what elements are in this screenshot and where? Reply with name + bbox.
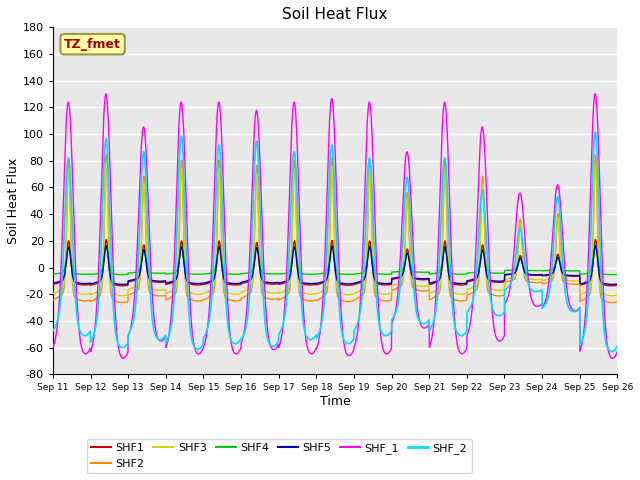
SHF_2 — [564, 301, 572, 307]
SHF5 — [564, 273, 572, 278]
SHF5 — [580, 280, 588, 286]
SHF2 — [580, 297, 588, 302]
SHF4 — [352, 271, 360, 277]
SHF1 — [364, 247, 372, 253]
SHF4 — [580, 271, 588, 277]
SHF2 — [500, 292, 508, 298]
SHF1 — [207, 279, 214, 285]
SHF1 — [580, 281, 588, 287]
SHF_2 — [207, 310, 214, 316]
Line: SHF2: SHF2 — [53, 155, 618, 302]
SHF2 — [102, 152, 110, 157]
SHF1 — [49, 282, 57, 288]
SHF_2 — [608, 349, 616, 355]
SHF3 — [118, 293, 126, 299]
SHF3 — [49, 290, 57, 296]
SHF_2 — [364, 172, 371, 178]
SHF5 — [118, 282, 126, 288]
SHF2 — [564, 281, 572, 287]
SHF2 — [49, 297, 57, 303]
SHF2 — [352, 296, 360, 302]
SHF4 — [102, 242, 110, 248]
Line: SHF1: SHF1 — [53, 240, 618, 286]
SHF5 — [207, 278, 214, 284]
SHF5 — [352, 280, 360, 286]
SHF_1 — [207, 286, 214, 292]
SHF_1 — [102, 91, 110, 96]
SHF2 — [207, 293, 214, 299]
SHF4 — [564, 268, 572, 274]
SHF1 — [352, 281, 360, 287]
SHF_1 — [500, 335, 508, 341]
SHF3 — [580, 290, 588, 296]
SHF_2 — [49, 328, 57, 334]
SHF4 — [614, 272, 621, 277]
SHF3 — [500, 287, 508, 293]
SHF4 — [118, 272, 126, 277]
SHF5 — [364, 251, 372, 257]
SHF_1 — [580, 332, 588, 338]
SHF2 — [364, 196, 372, 202]
SHF5 — [102, 243, 110, 249]
SHF1 — [102, 237, 110, 242]
SHF4 — [49, 271, 57, 277]
SHF3 — [364, 200, 372, 206]
Line: SHF5: SHF5 — [53, 246, 618, 285]
SHF3 — [564, 277, 572, 283]
Text: TZ_fmet: TZ_fmet — [64, 38, 121, 51]
SHF_1 — [614, 349, 621, 355]
SHF4 — [364, 249, 372, 255]
Line: SHF3: SHF3 — [53, 163, 618, 296]
SHF3 — [614, 292, 621, 298]
SHF5 — [500, 278, 508, 284]
SHF_2 — [499, 311, 507, 317]
SHF2 — [614, 299, 621, 304]
SHF1 — [614, 282, 621, 288]
Legend: SHF1, SHF2, SHF3, SHF4, SHF5, SHF_1, SHF_2: SHF1, SHF2, SHF3, SHF4, SHF5, SHF_1, SHF… — [86, 439, 472, 473]
SHF_1 — [49, 345, 57, 350]
SHF_1 — [364, 109, 372, 115]
SHF2 — [118, 300, 126, 305]
X-axis label: Time: Time — [320, 395, 351, 408]
Y-axis label: Soil Heat Flux: Soil Heat Flux — [7, 158, 20, 244]
SHF4 — [500, 270, 508, 276]
SHF_2 — [591, 129, 599, 135]
Line: SHF4: SHF4 — [53, 245, 618, 275]
SHF_2 — [614, 343, 621, 349]
Line: SHF_1: SHF_1 — [53, 94, 618, 358]
SHF1 — [500, 279, 508, 285]
SHF_1 — [609, 355, 616, 361]
SHF5 — [49, 280, 57, 286]
SHF_2 — [351, 325, 359, 331]
Title: Soil Heat Flux: Soil Heat Flux — [282, 7, 388, 22]
SHF3 — [102, 160, 110, 166]
SHF_2 — [579, 335, 587, 340]
SHF4 — [207, 270, 214, 276]
SHF_1 — [564, 292, 572, 298]
SHF3 — [352, 290, 360, 296]
SHF5 — [614, 281, 621, 287]
SHF3 — [207, 288, 214, 293]
SHF1 — [118, 283, 126, 288]
Line: SHF_2: SHF_2 — [53, 132, 618, 352]
SHF1 — [564, 273, 572, 279]
SHF_1 — [352, 339, 360, 345]
